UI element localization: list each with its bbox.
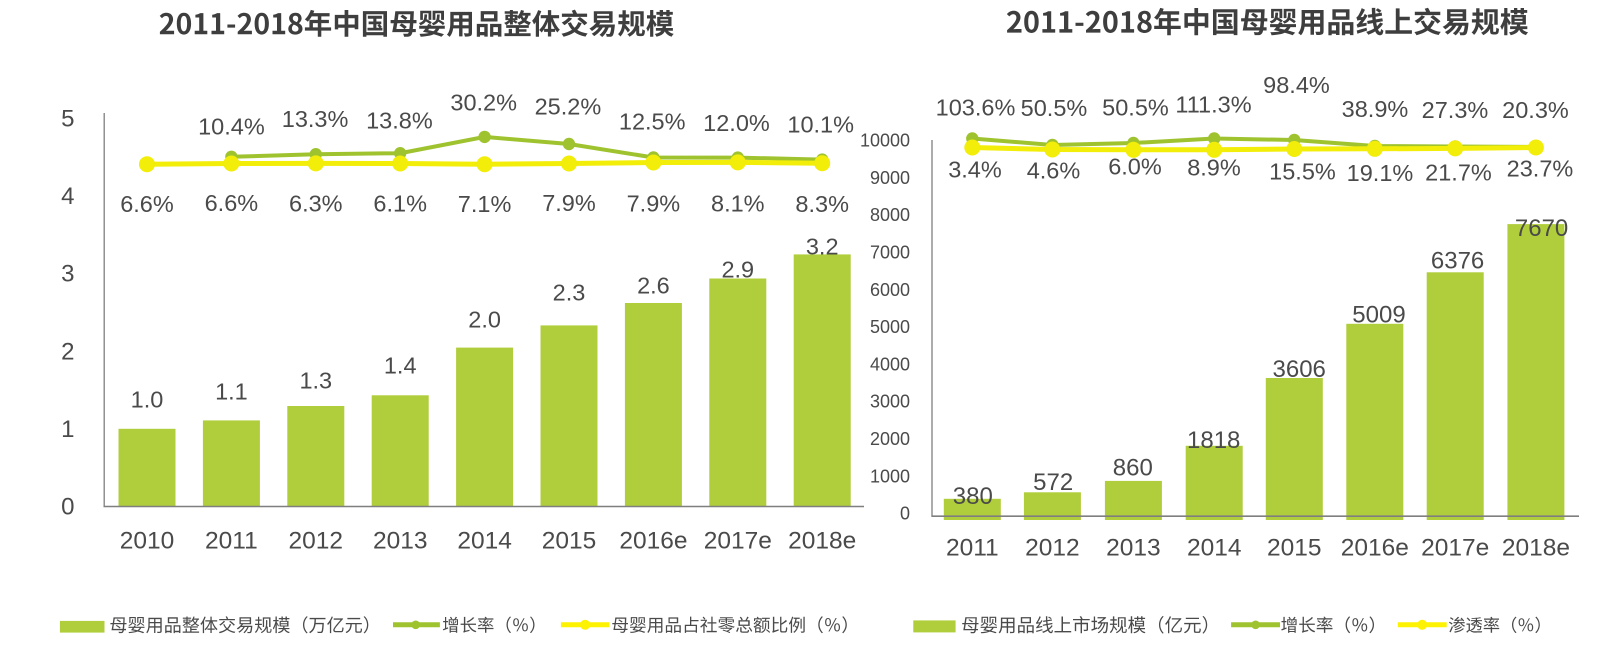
svg-text:103.6%: 103.6% (936, 95, 1016, 121)
svg-text:2013: 2013 (373, 527, 428, 554)
svg-text:7.9%: 7.9% (627, 190, 681, 216)
svg-text:98.4%: 98.4% (1263, 72, 1330, 98)
svg-text:7.9%: 7.9% (542, 190, 596, 216)
svg-text:3606: 3606 (1273, 356, 1326, 383)
svg-text:4.6%: 4.6% (1027, 158, 1081, 184)
svg-text:6.1%: 6.1% (373, 191, 427, 217)
svg-text:1: 1 (61, 416, 74, 443)
svg-text:5009: 5009 (1352, 302, 1405, 329)
svg-text:2015: 2015 (542, 527, 597, 554)
svg-text:2.3: 2.3 (553, 280, 586, 306)
svg-text:2011: 2011 (205, 527, 258, 554)
svg-text:2017e: 2017e (1421, 535, 1489, 562)
svg-text:1.0: 1.0 (131, 386, 164, 412)
svg-text:2018e: 2018e (788, 527, 856, 554)
svg-text:1.4: 1.4 (384, 353, 417, 379)
svg-text:6.3%: 6.3% (289, 191, 343, 217)
svg-text:8.9%: 8.9% (1187, 155, 1241, 181)
svg-text:2010: 2010 (120, 527, 175, 554)
svg-text:4: 4 (61, 183, 74, 210)
svg-text:10.4%: 10.4% (198, 113, 265, 139)
svg-text:7000: 7000 (870, 243, 910, 263)
svg-text:2017e: 2017e (704, 527, 772, 554)
svg-text:1.3: 1.3 (299, 367, 332, 393)
svg-text:20.3%: 20.3% (1502, 97, 1569, 123)
svg-text:3: 3 (61, 261, 74, 288)
svg-text:6.6%: 6.6% (120, 191, 174, 217)
svg-text:9000: 9000 (870, 168, 910, 188)
svg-text:2.6: 2.6 (637, 272, 670, 298)
svg-text:38.9%: 38.9% (1342, 96, 1409, 122)
svg-text:2: 2 (61, 338, 74, 365)
svg-text:1818: 1818 (1187, 427, 1240, 454)
svg-text:3.2: 3.2 (806, 234, 839, 260)
svg-text:3.4%: 3.4% (948, 157, 1002, 183)
svg-text:6376: 6376 (1431, 248, 1484, 275)
svg-text:12.0%: 12.0% (703, 110, 770, 136)
svg-text:6.6%: 6.6% (205, 190, 259, 216)
svg-text:6000: 6000 (870, 280, 910, 300)
svg-text:2013: 2013 (1106, 535, 1161, 562)
svg-text:6.0%: 6.0% (1108, 154, 1162, 180)
svg-text:2000: 2000 (870, 429, 910, 449)
svg-text:13.3%: 13.3% (282, 106, 349, 132)
svg-text:8000: 8000 (870, 205, 910, 225)
svg-text:572: 572 (1033, 469, 1073, 496)
svg-text:50.5%: 50.5% (1021, 95, 1088, 121)
svg-text:15.5%: 15.5% (1269, 159, 1336, 185)
svg-text:10000: 10000 (860, 131, 910, 151)
svg-text:860: 860 (1113, 454, 1153, 481)
svg-text:7670: 7670 (1515, 215, 1568, 242)
svg-text:2018e: 2018e (1502, 535, 1570, 562)
svg-text:23.7%: 23.7% (1507, 156, 1574, 182)
svg-text:50.5%: 50.5% (1102, 95, 1169, 121)
svg-text:380: 380 (953, 483, 993, 510)
svg-text:8.3%: 8.3% (795, 191, 849, 217)
svg-text:2014: 2014 (1187, 535, 1242, 562)
svg-text:1000: 1000 (870, 466, 910, 486)
svg-text:3000: 3000 (870, 392, 910, 412)
svg-text:2012: 2012 (289, 527, 344, 554)
svg-text:25.2%: 25.2% (535, 94, 602, 120)
svg-text:1.1: 1.1 (215, 379, 248, 405)
svg-text:30.2%: 30.2% (450, 90, 517, 116)
svg-text:2016e: 2016e (1341, 535, 1409, 562)
svg-text:2014: 2014 (457, 527, 512, 554)
svg-text:2011: 2011 (946, 535, 999, 562)
svg-text:7.1%: 7.1% (458, 191, 512, 217)
svg-text:19.1%: 19.1% (1347, 160, 1414, 186)
svg-text:2.0: 2.0 (468, 307, 501, 333)
svg-text:21.7%: 21.7% (1425, 160, 1492, 186)
svg-text:8.1%: 8.1% (711, 191, 765, 217)
svg-text:4000: 4000 (870, 354, 910, 374)
svg-text:10.1%: 10.1% (787, 112, 854, 138)
svg-text:0: 0 (61, 494, 74, 521)
svg-text:5000: 5000 (870, 317, 910, 337)
svg-text:2012: 2012 (1025, 535, 1080, 562)
svg-text:12.5%: 12.5% (619, 109, 686, 135)
svg-text:13.8%: 13.8% (366, 108, 433, 134)
svg-text:2.9: 2.9 (721, 257, 754, 283)
svg-text:2015: 2015 (1267, 535, 1322, 562)
svg-text:5: 5 (61, 105, 74, 132)
svg-text:2016e: 2016e (619, 527, 687, 554)
svg-text:111.3%: 111.3% (1175, 92, 1251, 118)
svg-text:0: 0 (900, 504, 910, 524)
svg-text:27.3%: 27.3% (1422, 97, 1489, 123)
